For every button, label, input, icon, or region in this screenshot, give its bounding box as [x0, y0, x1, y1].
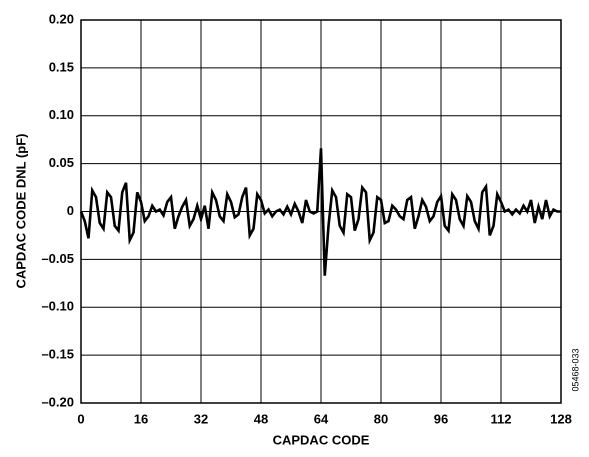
x-tick-label: 96 [434, 411, 448, 426]
y-tick-label: 0.15 [49, 59, 74, 74]
x-tick-label: 48 [254, 411, 268, 426]
x-tick-label: 0 [77, 411, 84, 426]
y-axis-label: CAPDAC CODE DNL (pF) [13, 133, 28, 288]
x-tick-label: 128 [550, 411, 572, 426]
y-tick-label: –0.05 [41, 251, 74, 266]
x-tick-label: 16 [134, 411, 148, 426]
y-tick-label: 0 [67, 203, 74, 218]
y-tick-label: 0.20 [49, 11, 74, 26]
x-tick-label: 112 [491, 411, 512, 426]
figure-id: 05468-033 [570, 348, 580, 391]
y-tick-label: 0.10 [49, 107, 74, 122]
x-axis-label: CAPDAC CODE [273, 432, 370, 447]
x-tick-label: 32 [194, 411, 208, 426]
x-tick-label: 80 [374, 411, 388, 426]
y-tick-label: –0.10 [41, 299, 74, 314]
y-tick-label: –0.15 [41, 347, 74, 362]
y-tick-label: 0.05 [49, 155, 74, 170]
y-tick-label: –0.20 [41, 394, 74, 409]
x-tick-label: 64 [314, 411, 329, 426]
data-line [79, 148, 561, 276]
